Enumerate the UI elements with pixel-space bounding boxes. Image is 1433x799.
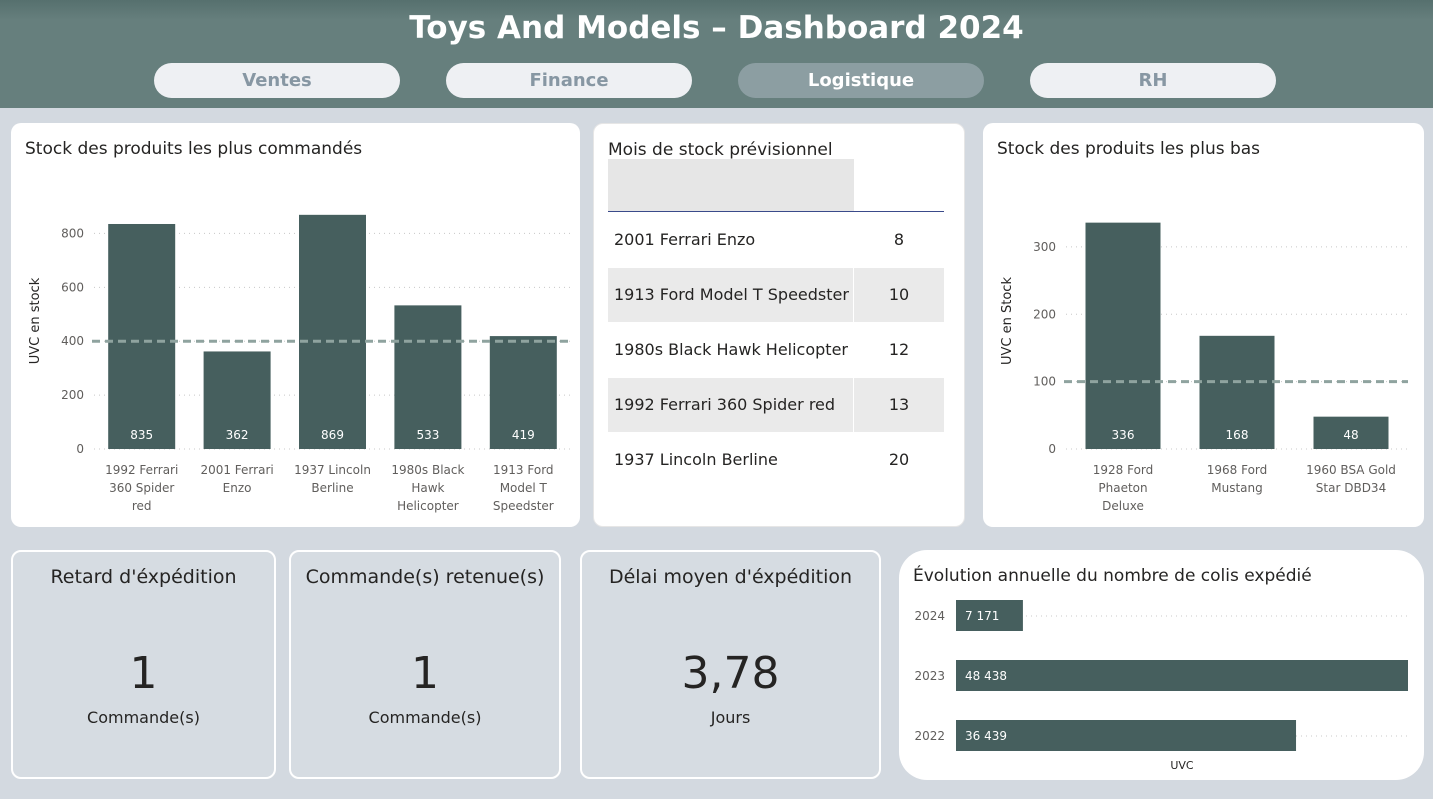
stock-months-cell: 10 [888,285,910,304]
bar-value-label: 533 [416,428,439,442]
parcel-evolution-chart: 7 171 2024 48 438 2023 36 439 2022 UVC [914,600,1408,772]
cell-separator [853,378,854,432]
stock-months-cell: 8 [893,230,905,249]
kpi-value: 1 [411,648,439,699]
bar [299,214,366,449]
bar-value-label: 7 171 [965,609,999,623]
tab-logistique[interactable]: Logistique [738,63,984,98]
table-header-cell [608,159,854,211]
product-name-cell: 2001 Ferrari Enzo [614,230,756,249]
top-ordered-stock-card: Stock des produits les plus commandés 0 2… [11,123,580,527]
bar [956,600,1023,631]
bar-value-label: 869 [321,428,344,442]
lowest-stock-card: Stock des produits les plus bas 0 100 200 3… [983,123,1424,527]
stock-months-cell: 13 [888,395,910,414]
tab-rh[interactable]: RH [1030,63,1276,98]
x-tick-label: 1960 BSA Gold Star DBD34 [1306,463,1396,495]
header-banner: Toys And Models – Dashboard 2024 Ventes … [0,0,1433,108]
kpi-unit: Commande(s) [368,708,482,727]
bar-value-label: 36 439 [965,729,1007,743]
stock-months-cell: 12 [888,340,910,359]
y-tick-label: 100 [1033,375,1056,389]
bar-value-label: 362 [226,428,249,442]
table-header-divider [608,211,944,212]
stock-months-card: Mois de stock prévisionnel 2001 Ferrari … [593,123,965,527]
x-tick-label: 1968 Ford Mustang [1207,463,1268,495]
x-tick-label: 1992 Ferrari 360 Spider red [105,463,178,513]
bar [956,720,1297,751]
y-tick-label: 400 [61,334,84,348]
kpi-avg-shipping-time: Délai moyen d'éxpédition 3,78 Jours [580,550,881,779]
y-tick-label: 2023 [914,669,945,683]
y-tick-label: 0 [76,442,84,456]
stock-months-title: Mois de stock prévisionnel [608,140,833,160]
bar [489,336,557,449]
y-tick-label: 200 [1033,307,1056,321]
bar [1085,222,1161,449]
bar-value-label: 168 [1226,428,1249,442]
kpi-value: 3,78 [681,648,780,699]
kpi-unit: Commande(s) [87,708,200,727]
bar [108,223,176,449]
kpi-title: Commande(s) retenue(s) [305,566,545,588]
product-name-cell: 1980s Black Hawk Helicopter [614,340,848,359]
x-tick-label: 2001 Ferrari Enzo [200,463,273,495]
bar [956,660,1408,691]
parcel-evolution-card: Évolution annuelle du nombre de colis ex… [899,550,1424,780]
parcel-evolution-title: Évolution annuelle du nombre de colis ex… [913,566,1312,586]
x-tick-label: 1913 Ford Model T Speedster [493,463,554,513]
bar-value-label: 835 [130,428,153,442]
table-row: 2001 Ferrari Enzo 8 [608,213,944,267]
x-tick-label: 1937 Lincoln Berline [294,463,371,495]
x-tick-label: 1928 Ford Phaeton Deluxe [1093,463,1154,513]
bar [1199,335,1275,449]
tab-ventes[interactable]: Ventes [154,63,400,98]
table-row: 1980s Black Hawk Helicopter 12 [608,323,944,377]
product-name-cell: 1992 Ferrari 360 Spider red [614,395,836,414]
y-axis-label: UVC en stock [28,277,43,364]
y-tick-label: 200 [61,388,84,402]
kpi-shipping-delay: Retard d'éxpédition 1 Commande(s) [11,550,276,779]
y-tick-label: 2024 [914,609,945,623]
y-tick-label: 2022 [914,729,945,743]
kpi-unit: Jours [710,708,751,727]
table-row: 1913 Ford Model T Speedster 10 [608,268,944,322]
y-tick-label: 800 [61,226,84,240]
bar-value-label: 419 [512,428,535,442]
kpi-title: Retard d'éxpédition [50,566,237,588]
kpi-title: Délai moyen d'éxpédition [608,566,853,588]
cell-separator [853,268,854,322]
product-name-cell: 1913 Ford Model T Speedster [614,285,849,304]
x-axis-label: UVC [1170,759,1194,772]
bar [394,305,462,449]
product-name-cell: 1937 Lincoln Berline [614,450,778,469]
bar [1313,416,1389,449]
y-axis-label: UVC en Stock [1000,277,1015,365]
kpi-value: 1 [129,648,158,699]
y-tick-label: 0 [1048,442,1056,456]
dashboard-title: Toys And Models – Dashboard 2024 [409,10,1024,46]
lowest-stock-title: Stock des produits les plus bas [997,139,1261,159]
top-ordered-stock-title: Stock des produits les plus commandés [25,139,363,159]
table-row: 1992 Ferrari 360 Spider red 13 [608,378,944,432]
top-ordered-stock-chart: 0 200 400 600 800 UVC en stock 835 1992 Ferrari… [28,214,571,513]
kpi-held-orders: Commande(s) retenue(s) 1 Commande(s) [289,550,561,779]
lowest-stock-chart: 0 100 200 300 UVC en Stock 336 1928 Ford Phaeto… [1000,222,1408,513]
tab-finance[interactable]: Finance [446,63,692,98]
bar-value-label: 48 [1343,428,1358,442]
y-tick-label: 300 [1033,240,1056,254]
stock-months-cell: 20 [888,450,910,469]
bar [203,351,271,449]
bar-value-label: 48 438 [965,669,1007,683]
y-tick-label: 600 [61,280,84,294]
x-tick-label: 1980s Black Hawk Helicopter [391,463,464,513]
bar-value-label: 336 [1112,428,1135,442]
table-row: 1937 Lincoln Berline 20 [608,433,944,487]
